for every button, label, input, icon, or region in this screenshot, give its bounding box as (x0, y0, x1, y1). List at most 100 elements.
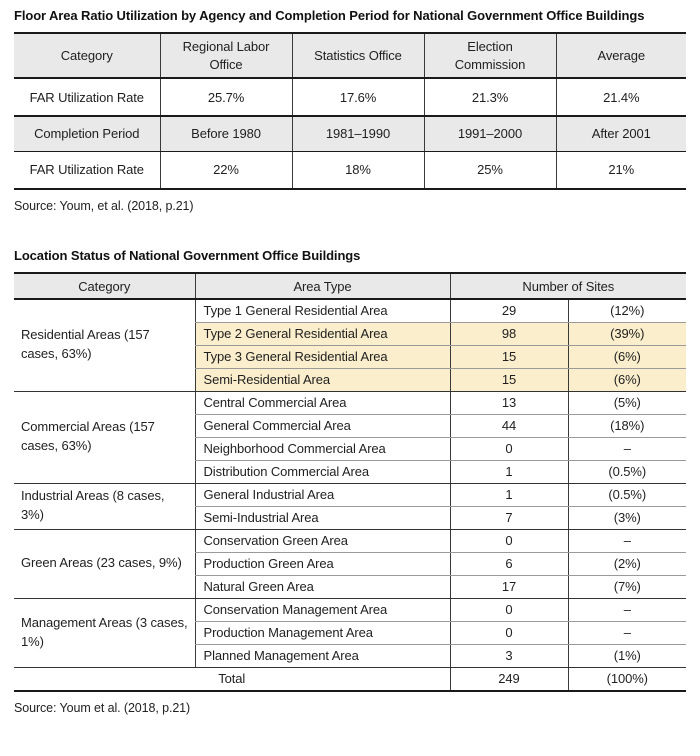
percent-cell: – (567, 437, 687, 461)
area-type-cell: Distribution Commercial Area (194, 460, 450, 484)
table-row: Planned Management Area 3 (1%) (14, 644, 687, 668)
count-cell: 3 (449, 644, 568, 668)
area-type-cell: Semi-Industrial Area (194, 506, 450, 530)
count-cell: 0 (449, 598, 568, 622)
table-row: Production Management Area 0 – (14, 621, 687, 645)
percent-cell: (2%) (567, 552, 687, 576)
table-row: Neighborhood Commercial Area 0 – (14, 437, 687, 461)
agency-header-row: Category Regional Labor Office Statistic… (14, 33, 686, 79)
area-type-cell: Semi-Residential Area (194, 368, 450, 392)
header-cell-before-1980: Before 1980 (159, 116, 292, 152)
category-cell-green: Green Areas (23 cases, 9%) (14, 529, 195, 599)
value-cell: 21.4% (555, 78, 686, 117)
location-table-title: Location Status of National Government O… (14, 248, 361, 263)
percent-cell: (7%) (567, 575, 687, 599)
count-cell: 29 (449, 299, 568, 323)
table-row: Production Green Area 6 (2%) (14, 552, 687, 576)
table-row: Commercial Areas (157 cases, 63%) Centra… (14, 391, 687, 484)
header-cell-1991-2000: 1991–2000 (423, 116, 556, 152)
far-by-agency-row: FAR Utilization Rate 25.7% 17.6% 21.3% 2… (14, 78, 686, 117)
location-status-table: Category Area Type Number of Sites Resid… (14, 272, 687, 692)
area-type-cell: Central Commercial Area (194, 391, 450, 415)
area-type-cell: Production Management Area (194, 621, 450, 645)
count-cell: 0 (449, 621, 568, 645)
count-cell: 0 (449, 437, 568, 461)
far-table-title: Floor Area Ratio Utilization by Agency a… (14, 8, 645, 23)
value-cell: 22% (159, 151, 292, 189)
header-cell-statistics-office: Statistics Office (291, 33, 424, 79)
header-cell-category: Category (14, 273, 195, 300)
table-row: Industrial Areas (8 cases, 3%) General I… (14, 483, 687, 530)
percent-cell: (5%) (567, 391, 687, 415)
percent-cell: (39%) (567, 322, 687, 346)
header-cell-area-type: Area Type (194, 273, 450, 300)
count-cell: 44 (449, 414, 568, 438)
header-cell-1981-1990: 1981–1990 (291, 116, 424, 152)
area-type-cell: Planned Management Area (194, 644, 450, 668)
table-row: Green Areas (23 cases, 9%) Conservation … (14, 529, 687, 599)
table-row: Residential Areas (157 cases, 63%) Type … (14, 299, 687, 392)
percent-cell: (12%) (567, 299, 687, 323)
percent-cell: (3%) (567, 506, 687, 530)
percent-cell: (0.5%) (567, 483, 687, 507)
category-cell-industrial: Industrial Areas (8 cases, 3%) (14, 483, 195, 530)
area-type-cell: Type 3 General Residential Area (194, 345, 450, 369)
count-cell: 13 (449, 391, 568, 415)
table-row: Type 3 General Residential Area 15 (6%) (14, 345, 687, 369)
location-table-source: Source: Youm et al. (2018, p.21) (14, 701, 191, 715)
table-row: Type 2 General Residential Area 98 (39%) (14, 322, 687, 346)
area-type-cell: Type 2 General Residential Area (194, 322, 450, 346)
far-utilization-table: Category Regional Labor Office Statistic… (14, 32, 686, 190)
count-cell: 0 (449, 529, 568, 553)
category-cell-management: Management Areas (3 cases, 1%) (14, 598, 195, 668)
percent-cell: – (567, 529, 687, 553)
count-cell: 7 (449, 506, 568, 530)
count-cell: 98 (449, 322, 568, 346)
row-label: FAR Utilization Rate (29, 162, 144, 178)
header-cell-after-2001: After 2001 (555, 116, 686, 152)
value-cell: 21.3% (423, 78, 556, 117)
value-cell: 18% (291, 151, 424, 189)
area-type-cell: General Commercial Area (194, 414, 450, 438)
area-type-cell: General Industrial Area (194, 483, 450, 507)
header-cell-completion-period: Completion Period (14, 116, 160, 152)
total-row: Total 249 (100%) (14, 667, 687, 691)
count-cell: 15 (449, 368, 568, 392)
area-type-cell: Natural Green Area (194, 575, 450, 599)
area-type-cell: Type 1 General Residential Area (194, 299, 450, 323)
value-cell: 25% (423, 151, 556, 189)
table-row: Management Areas (3 cases, 1%) Conservat… (14, 598, 687, 668)
row-label: FAR Utilization Rate (14, 78, 160, 117)
area-type-cell: Conservation Green Area (194, 529, 450, 553)
percent-cell: (6%) (567, 368, 687, 392)
table-row: Semi-Residential Area 15 (6%) (14, 368, 687, 392)
header-cell-election-commission: Election Commission (423, 33, 556, 79)
far-by-period-row: FAR Utilization Rate 22% 18% 25% 21% (14, 151, 686, 189)
percent-cell: – (567, 621, 687, 645)
total-percent-cell: (100%) (567, 667, 687, 691)
table-row: Natural Green Area 17 (7%) (14, 575, 687, 599)
area-type-cell: Neighborhood Commercial Area (194, 437, 450, 461)
value-cell: 25.7% (159, 78, 292, 117)
count-cell: 15 (449, 345, 568, 369)
table-row: Distribution Commercial Area 1 (0.5%) (14, 460, 687, 484)
table-row: General Commercial Area 44 (18%) (14, 414, 687, 438)
percent-cell: (6%) (567, 345, 687, 369)
count-cell: 1 (449, 483, 568, 507)
total-count-cell: 249 (449, 667, 568, 691)
table-row: Semi-Industrial Area 7 (3%) (14, 506, 687, 530)
count-cell: 1 (449, 460, 568, 484)
header-cell-number-of-sites: Number of Sites (449, 273, 687, 300)
percent-cell: (0.5%) (567, 460, 687, 484)
count-cell: 6 (449, 552, 568, 576)
total-label-cell: Total (218, 671, 246, 687)
area-type-cell: Production Green Area (194, 552, 450, 576)
header-cell-average: Average (555, 33, 686, 79)
percent-cell: – (567, 598, 687, 622)
completion-period-header-row: Completion Period Before 1980 1981–1990 … (14, 116, 686, 152)
value-cell: 21% (555, 151, 686, 189)
header-cell-category: Category (14, 33, 160, 79)
far-table-source: Source: Youm, et al. (2018, p.21) (14, 199, 194, 213)
count-cell: 17 (449, 575, 568, 599)
